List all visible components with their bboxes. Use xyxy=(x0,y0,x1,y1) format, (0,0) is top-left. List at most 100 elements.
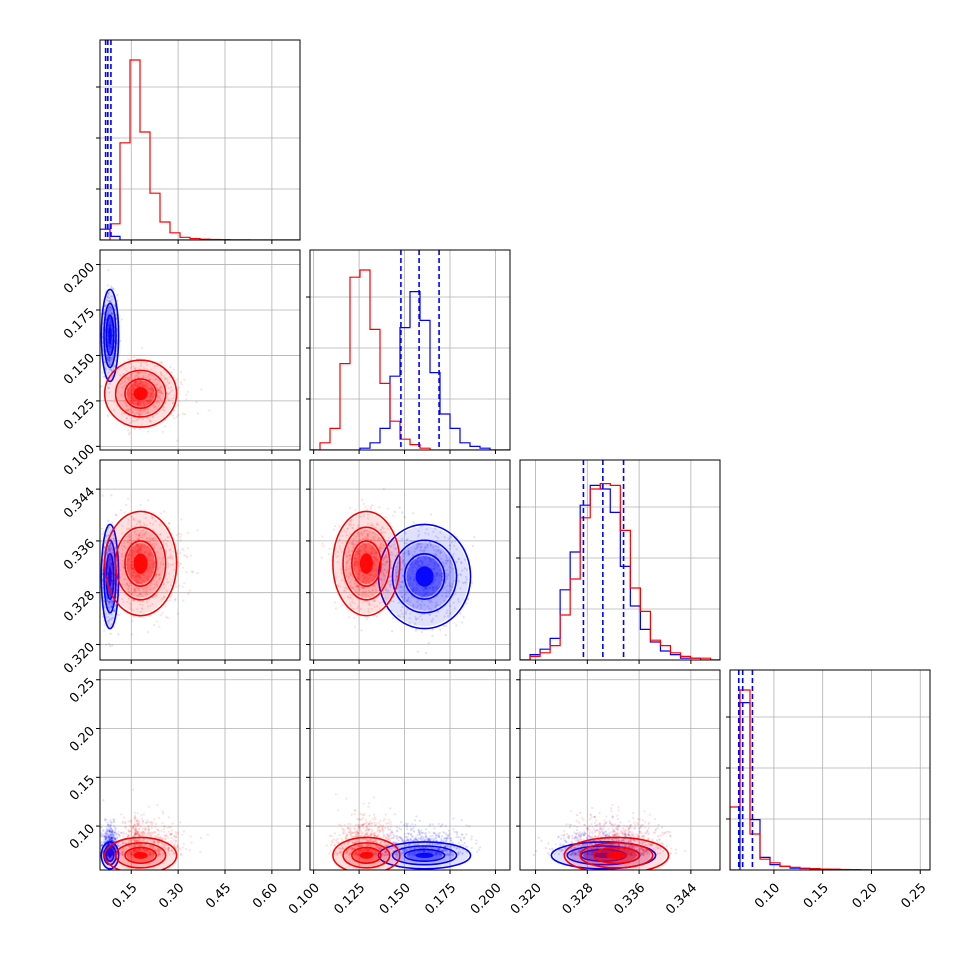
red-sample-point xyxy=(195,400,198,404)
red-sample-point xyxy=(177,413,180,417)
red-sample-point xyxy=(132,587,135,590)
blue-sample-point xyxy=(110,606,113,609)
blue-sample-point xyxy=(424,532,427,535)
red-sample-point xyxy=(128,602,132,605)
blue-sample-point xyxy=(463,558,467,561)
red-sample-point xyxy=(171,401,175,405)
red-sample-point xyxy=(122,360,126,364)
blue-sample-point xyxy=(115,355,118,358)
red-sample-point xyxy=(133,408,136,411)
red-sample-point xyxy=(130,553,134,556)
red-sample-point xyxy=(137,543,140,546)
blue-sample-point xyxy=(119,339,122,343)
blue-sample-point xyxy=(109,323,112,327)
red-sample-point xyxy=(142,579,145,582)
blue-sample-point xyxy=(423,548,426,551)
blue-sample-point xyxy=(416,557,420,560)
blue-sample-point xyxy=(107,534,110,537)
y-tick-label: 0.100 xyxy=(61,442,98,479)
blue-sample-point xyxy=(111,298,114,301)
red-sample-point xyxy=(116,371,119,374)
blue-histogram xyxy=(100,228,300,240)
red-sample-point xyxy=(175,415,178,418)
blue-sample-point xyxy=(395,571,398,574)
red-sample-point xyxy=(154,371,157,374)
panel-content xyxy=(100,40,300,240)
red-sample-point xyxy=(165,544,169,547)
red-sample-point xyxy=(138,576,142,579)
blue-sample-point xyxy=(109,624,112,627)
red-sample-point xyxy=(145,590,148,593)
blue-sample-point xyxy=(110,342,113,346)
red-sample-point xyxy=(347,616,351,619)
red-sample-point xyxy=(136,402,139,405)
blue-sample-point xyxy=(110,311,113,314)
red-sample-point xyxy=(145,382,148,385)
red-sample-point xyxy=(127,388,130,392)
red-sample-point xyxy=(132,410,135,413)
red-sample-point xyxy=(130,389,133,393)
red-sample-point xyxy=(132,517,135,520)
red-sample-point xyxy=(166,380,169,384)
red-sample-point xyxy=(143,404,146,407)
blue-sample-point xyxy=(459,573,462,576)
red-sample-point xyxy=(146,399,150,403)
red-sample-point xyxy=(138,589,141,592)
blue-sample-point xyxy=(110,328,114,331)
red-sample-point xyxy=(135,578,139,581)
red-sample-point xyxy=(128,431,131,434)
blue-sample-point xyxy=(109,356,112,359)
blue-sample-point xyxy=(434,566,438,569)
red-sample-point xyxy=(133,530,136,533)
red-sample-point xyxy=(152,390,155,393)
blue-sample-point xyxy=(109,546,112,549)
red-sample-point xyxy=(135,582,138,585)
red-sample-point xyxy=(152,546,156,550)
red-sample-point xyxy=(129,392,132,395)
blue-sample-point xyxy=(108,364,112,367)
blue-sample-point xyxy=(424,546,427,550)
panel-frame xyxy=(309,249,511,451)
red-sample-point xyxy=(130,396,133,399)
blue-sample-point xyxy=(112,610,115,613)
red-sample-point xyxy=(159,577,162,580)
red-sample-point xyxy=(129,535,132,538)
blue-sample-point xyxy=(454,540,457,543)
blue-sample-point xyxy=(110,613,113,616)
red-sample-point xyxy=(134,384,137,387)
blue-sample-point xyxy=(107,313,110,316)
red-sample-point xyxy=(126,600,129,603)
blue-sample-point xyxy=(107,356,110,360)
red-sample-point xyxy=(138,401,141,404)
blue-sample-point xyxy=(111,644,114,647)
red-sample-point xyxy=(139,551,142,554)
red-sample-point xyxy=(146,557,149,560)
blue-sample-point xyxy=(416,650,419,653)
red-sample-point xyxy=(142,522,145,525)
blue-sample-point xyxy=(109,557,112,561)
blue-sample-point xyxy=(109,311,112,314)
red-sample-point xyxy=(130,384,133,387)
red-sample-point xyxy=(148,378,151,381)
blue-sample-point xyxy=(109,318,112,322)
red-sample-point xyxy=(131,619,134,623)
red-sample-point xyxy=(142,401,145,404)
red-sample-point xyxy=(133,387,136,390)
blue-sample-point xyxy=(110,546,113,549)
blue-contour xyxy=(100,523,120,630)
red-sample-point xyxy=(131,407,135,410)
red-sample-point xyxy=(130,564,133,567)
blue-sample-point xyxy=(413,563,416,566)
red-sample-point xyxy=(200,388,203,391)
blue-sample-point xyxy=(111,356,114,359)
blue-sample-point xyxy=(105,353,108,356)
blue-sample-point xyxy=(114,546,117,550)
red-sample-point xyxy=(185,393,188,396)
red-sample-point xyxy=(126,388,129,391)
red-sample-point xyxy=(133,383,136,386)
red-sample-point xyxy=(160,373,163,376)
red-sample-point xyxy=(161,611,164,615)
blue-sample-point xyxy=(107,534,110,537)
red-sample-point xyxy=(186,531,189,535)
blue-sample-point xyxy=(402,552,405,555)
